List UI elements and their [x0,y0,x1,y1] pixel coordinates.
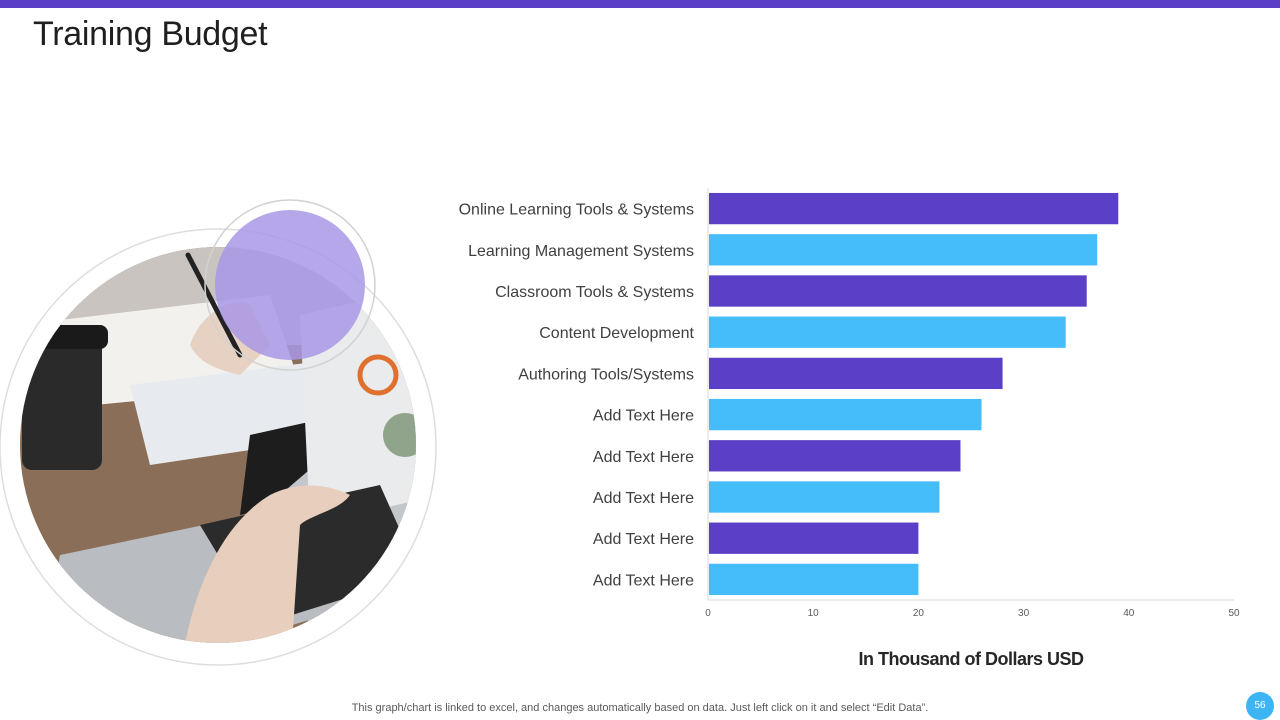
bar-10 [709,563,919,596]
x-tick-label-5: 40 [1123,608,1135,619]
bar-4 [709,316,1066,348]
x-tick-label-3: 20 [913,608,925,619]
category-label-3: Classroom Tools & Systems [495,284,694,301]
category-label-2: Learning Management Systems [468,243,694,260]
purple-accent-circle [215,210,365,360]
bar-1 [709,192,1119,225]
bar-5 [709,357,1003,390]
category-label-4: Content Development [539,325,694,342]
category-label-10: Add Text Here [593,572,694,589]
top-accent-bar [0,0,1280,8]
laptop-photo-image [0,199,437,666]
bar-8 [709,481,940,513]
category-label-5: Authoring Tools/Systems [518,366,694,383]
outer-ring-arc [0,228,437,666]
x-tick-label-2: 10 [808,608,820,619]
footnote-text: This graph/chart is linked to excel, and… [351,702,929,714]
page-title: Training Budget [33,15,268,53]
page-number-badge: 56 [1246,692,1274,720]
small-ring-arc [204,199,376,371]
category-label-9: Add Text Here [593,531,694,548]
x-tick-label-4: 30 [1018,608,1030,619]
bar-2 [709,234,1098,266]
bar-9 [709,522,919,554]
x-tick-label-1: 0 [705,608,711,619]
category-label-7: Add Text Here [593,449,694,466]
x-tick-label-6: 50 [1228,608,1240,619]
bar-6 [709,398,982,431]
category-label-6: Add Text Here [593,408,694,425]
bar-3 [709,275,1087,307]
training-budget-bar-chart: Online Learning Tools & Systems Learning … [459,188,1240,669]
bar-7 [709,440,961,472]
x-axis-title: In Thousand of Dollars USD [858,649,1084,669]
category-label-1: Online Learning Tools & Systems [459,202,694,219]
category-label-8: Add Text Here [593,490,694,507]
